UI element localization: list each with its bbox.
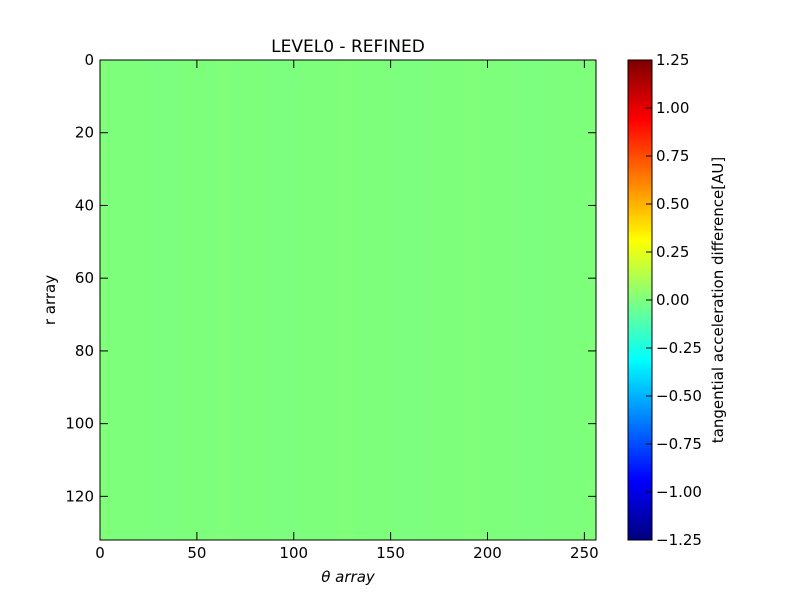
colorbar-tick-label: 1.00	[656, 99, 689, 117]
colorbar-tick-label: 0.75	[656, 147, 689, 165]
x-axis-ticks: 0 50 100 150 200 250	[95, 60, 599, 562]
y-tick-label: 40	[75, 196, 94, 214]
colorbar-tick-label: −0.25	[656, 339, 702, 357]
x-tick-label: 200	[473, 544, 502, 562]
x-tick-label: 50	[187, 544, 206, 562]
y-axis-ticks: 0 20 40 60 80 100 120	[65, 51, 596, 505]
y-tick-label: 100	[65, 415, 94, 433]
colorbar-label: tangential acceleration difference[AU]	[709, 157, 727, 443]
colorbar-tick-label: 0.50	[656, 195, 689, 213]
x-tick-label: 150	[376, 544, 405, 562]
x-tick-label: 0	[95, 544, 105, 562]
colorbar: 1.25 1.00 0.75 0.50 0.25 0.00 −0.25 −0.50 −0.75 −…	[627, 51, 727, 549]
y-tick-label: 20	[75, 124, 94, 142]
y-tick-label: 120	[65, 487, 94, 505]
colorbar-tick-label: −1.00	[656, 483, 702, 501]
plot-frame	[99, 59, 597, 541]
x-tick-label: 250	[570, 544, 599, 562]
colorbar-tick-label: 1.25	[656, 51, 689, 69]
heatmap-plot: 0 50 100 150 200 250 0 20 40 60 80 100 120	[65, 51, 598, 562]
colorbar-tick-label: −0.50	[656, 387, 702, 405]
y-tick-label: 0	[84, 51, 94, 69]
colorbar-tick-label: −1.25	[656, 531, 702, 549]
heatmap-field	[100, 60, 596, 540]
colorbar-tick-label: 0.25	[656, 243, 689, 261]
colorbar-ticks: 1.25 1.00 0.75 0.50 0.25 0.00 −0.25 −0.50 −0.75 −…	[646, 51, 702, 549]
x-axis-label: θ array	[321, 568, 376, 586]
chart-title: LEVEL0 - REFINED	[271, 37, 425, 57]
colorbar-tick-label: −0.75	[656, 435, 702, 453]
colorbar-tick-label: 0.00	[656, 291, 689, 309]
y-axis-label: r array	[41, 275, 59, 325]
y-tick-label: 60	[75, 269, 94, 287]
y-tick-label: 80	[75, 342, 94, 360]
x-tick-label: 100	[279, 544, 308, 562]
